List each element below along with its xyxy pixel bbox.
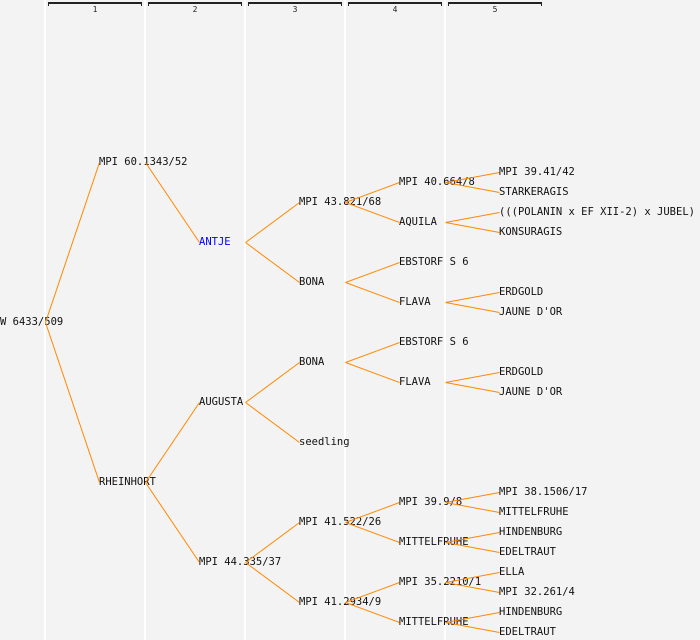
pedigree-node[interactable]: MPI 41.522/26 <box>299 516 382 528</box>
generation-5-label: 5 <box>492 5 498 14</box>
pedigree-node[interactable]: ERDGOLD <box>499 366 544 378</box>
parent-link-line <box>445 292 500 303</box>
parent-link-line <box>445 172 500 183</box>
parent-link-line <box>345 342 400 363</box>
parent-link-line <box>445 532 500 543</box>
column-divider <box>44 0 46 640</box>
pedigree-node[interactable]: EBSTORF S 6 <box>399 256 469 268</box>
parent-link-line <box>345 182 400 203</box>
parent-link-line <box>445 502 500 513</box>
parent-link-line <box>145 482 200 563</box>
parent-link-line <box>345 582 400 603</box>
parent-link-line <box>345 202 400 223</box>
column-divider <box>444 0 446 640</box>
pedigree-node[interactable]: HINDENBURG <box>499 606 563 618</box>
pedigree-node[interactable]: MITTELFRUHE <box>399 536 469 548</box>
parent-link-line <box>45 322 100 483</box>
pedigree-node[interactable]: KONSURAGIS <box>499 226 563 238</box>
column-divider <box>244 0 246 640</box>
parent-link-line <box>245 402 300 443</box>
generation-1-label: 1 <box>92 5 98 14</box>
pedigree-node[interactable]: ELLA <box>499 566 525 578</box>
parent-link-line <box>345 362 400 383</box>
column-divider <box>344 0 346 640</box>
pedigree-node[interactable]: FLAVA <box>399 376 431 388</box>
generation-2-label: 2 <box>192 5 198 14</box>
parent-link-line <box>445 382 500 393</box>
parent-link-line <box>345 262 400 283</box>
parent-link-line <box>245 202 300 243</box>
pedigree-node[interactable]: JAUNE D'OR <box>499 386 563 398</box>
pedigree-node[interactable]: BONA <box>299 276 325 288</box>
pedigree-node[interactable]: seedling <box>299 436 350 448</box>
pedigree-node[interactable]: JAUNE D'OR <box>499 306 563 318</box>
generation-2-bracket <box>148 2 242 6</box>
generation-3-bracket <box>248 2 342 6</box>
pedigree-node[interactable]: EBSTORF S 6 <box>399 336 469 348</box>
pedigree-node[interactable]: AUGUSTA <box>199 396 244 408</box>
parent-link-line <box>245 242 300 283</box>
parent-link-line <box>445 542 500 553</box>
parent-link-line <box>445 622 500 633</box>
pedigree-node[interactable]: ERDGOLD <box>499 286 544 298</box>
pedigree-node[interactable]: FLAVA <box>399 296 431 308</box>
pedigree-node[interactable]: MITTELFRUHE <box>499 506 569 518</box>
pedigree-node[interactable]: BONA <box>299 356 325 368</box>
pedigree-node[interactable]: MITTELFRUHE <box>399 616 469 628</box>
parent-link-line <box>345 502 400 523</box>
pedigree-node[interactable]: MPI 39.41/42 <box>499 166 575 178</box>
generation-4-bracket <box>348 2 442 6</box>
parent-link-line <box>245 562 300 603</box>
pedigree-node[interactable]: RHEINHORT <box>99 476 156 488</box>
parent-link-line <box>145 162 200 243</box>
generation-3-label: 3 <box>292 5 298 14</box>
pedigree-node[interactable]: (((POLANIN x EF XII-2) x JUBEL) x <box>499 206 700 218</box>
parent-link-line <box>445 182 500 193</box>
pedigree-node[interactable]: MPI 32.261/4 <box>499 586 575 598</box>
parent-link-line <box>445 222 500 233</box>
parent-link-line <box>445 582 500 593</box>
pedigree-node[interactable]: ANTJE <box>199 236 231 248</box>
parent-link-line <box>445 612 500 623</box>
parent-link-line <box>445 212 500 223</box>
pedigree-node[interactable]: MPI 38.1506/17 <box>499 486 588 498</box>
parent-link-line <box>445 302 500 313</box>
parent-link-line <box>45 162 100 323</box>
pedigree-node[interactable]: HINDENBURG <box>499 526 563 538</box>
pedigree-node[interactable]: STARKERAGIS <box>499 186 569 198</box>
parent-link-line <box>245 362 300 403</box>
parent-link-line <box>345 522 400 543</box>
parent-link-line <box>445 492 500 503</box>
parent-link-line <box>245 522 300 563</box>
generation-5-bracket <box>448 2 542 6</box>
parent-link-line <box>445 572 500 583</box>
pedigree-node[interactable]: MPI 41.2934/9 <box>299 596 382 608</box>
generation-4-label: 4 <box>392 5 398 14</box>
pedigree-node[interactable]: MPI 44.335/37 <box>199 556 282 568</box>
pedigree-node[interactable]: EDELTRAUT <box>499 546 556 558</box>
generation-1-bracket <box>48 2 142 6</box>
parent-link-line <box>345 282 400 303</box>
parent-link-line <box>345 602 400 623</box>
column-divider <box>144 0 146 640</box>
pedigree-node[interactable]: W 6433/509 <box>0 316 64 328</box>
pedigree-node[interactable]: MPI 43.821/68 <box>299 196 382 208</box>
pedigree-node[interactable]: MPI 60.1343/52 <box>99 156 188 168</box>
parent-link-line <box>445 372 500 383</box>
parent-link-line <box>145 402 200 483</box>
pedigree-node[interactable]: AQUILA <box>399 216 437 228</box>
pedigree-node[interactable]: MPI 39.9/8 <box>399 496 463 508</box>
pedigree-node[interactable]: EDELTRAUT <box>499 626 556 638</box>
pedigree-node[interactable]: MPI 40.664/8 <box>399 176 475 188</box>
